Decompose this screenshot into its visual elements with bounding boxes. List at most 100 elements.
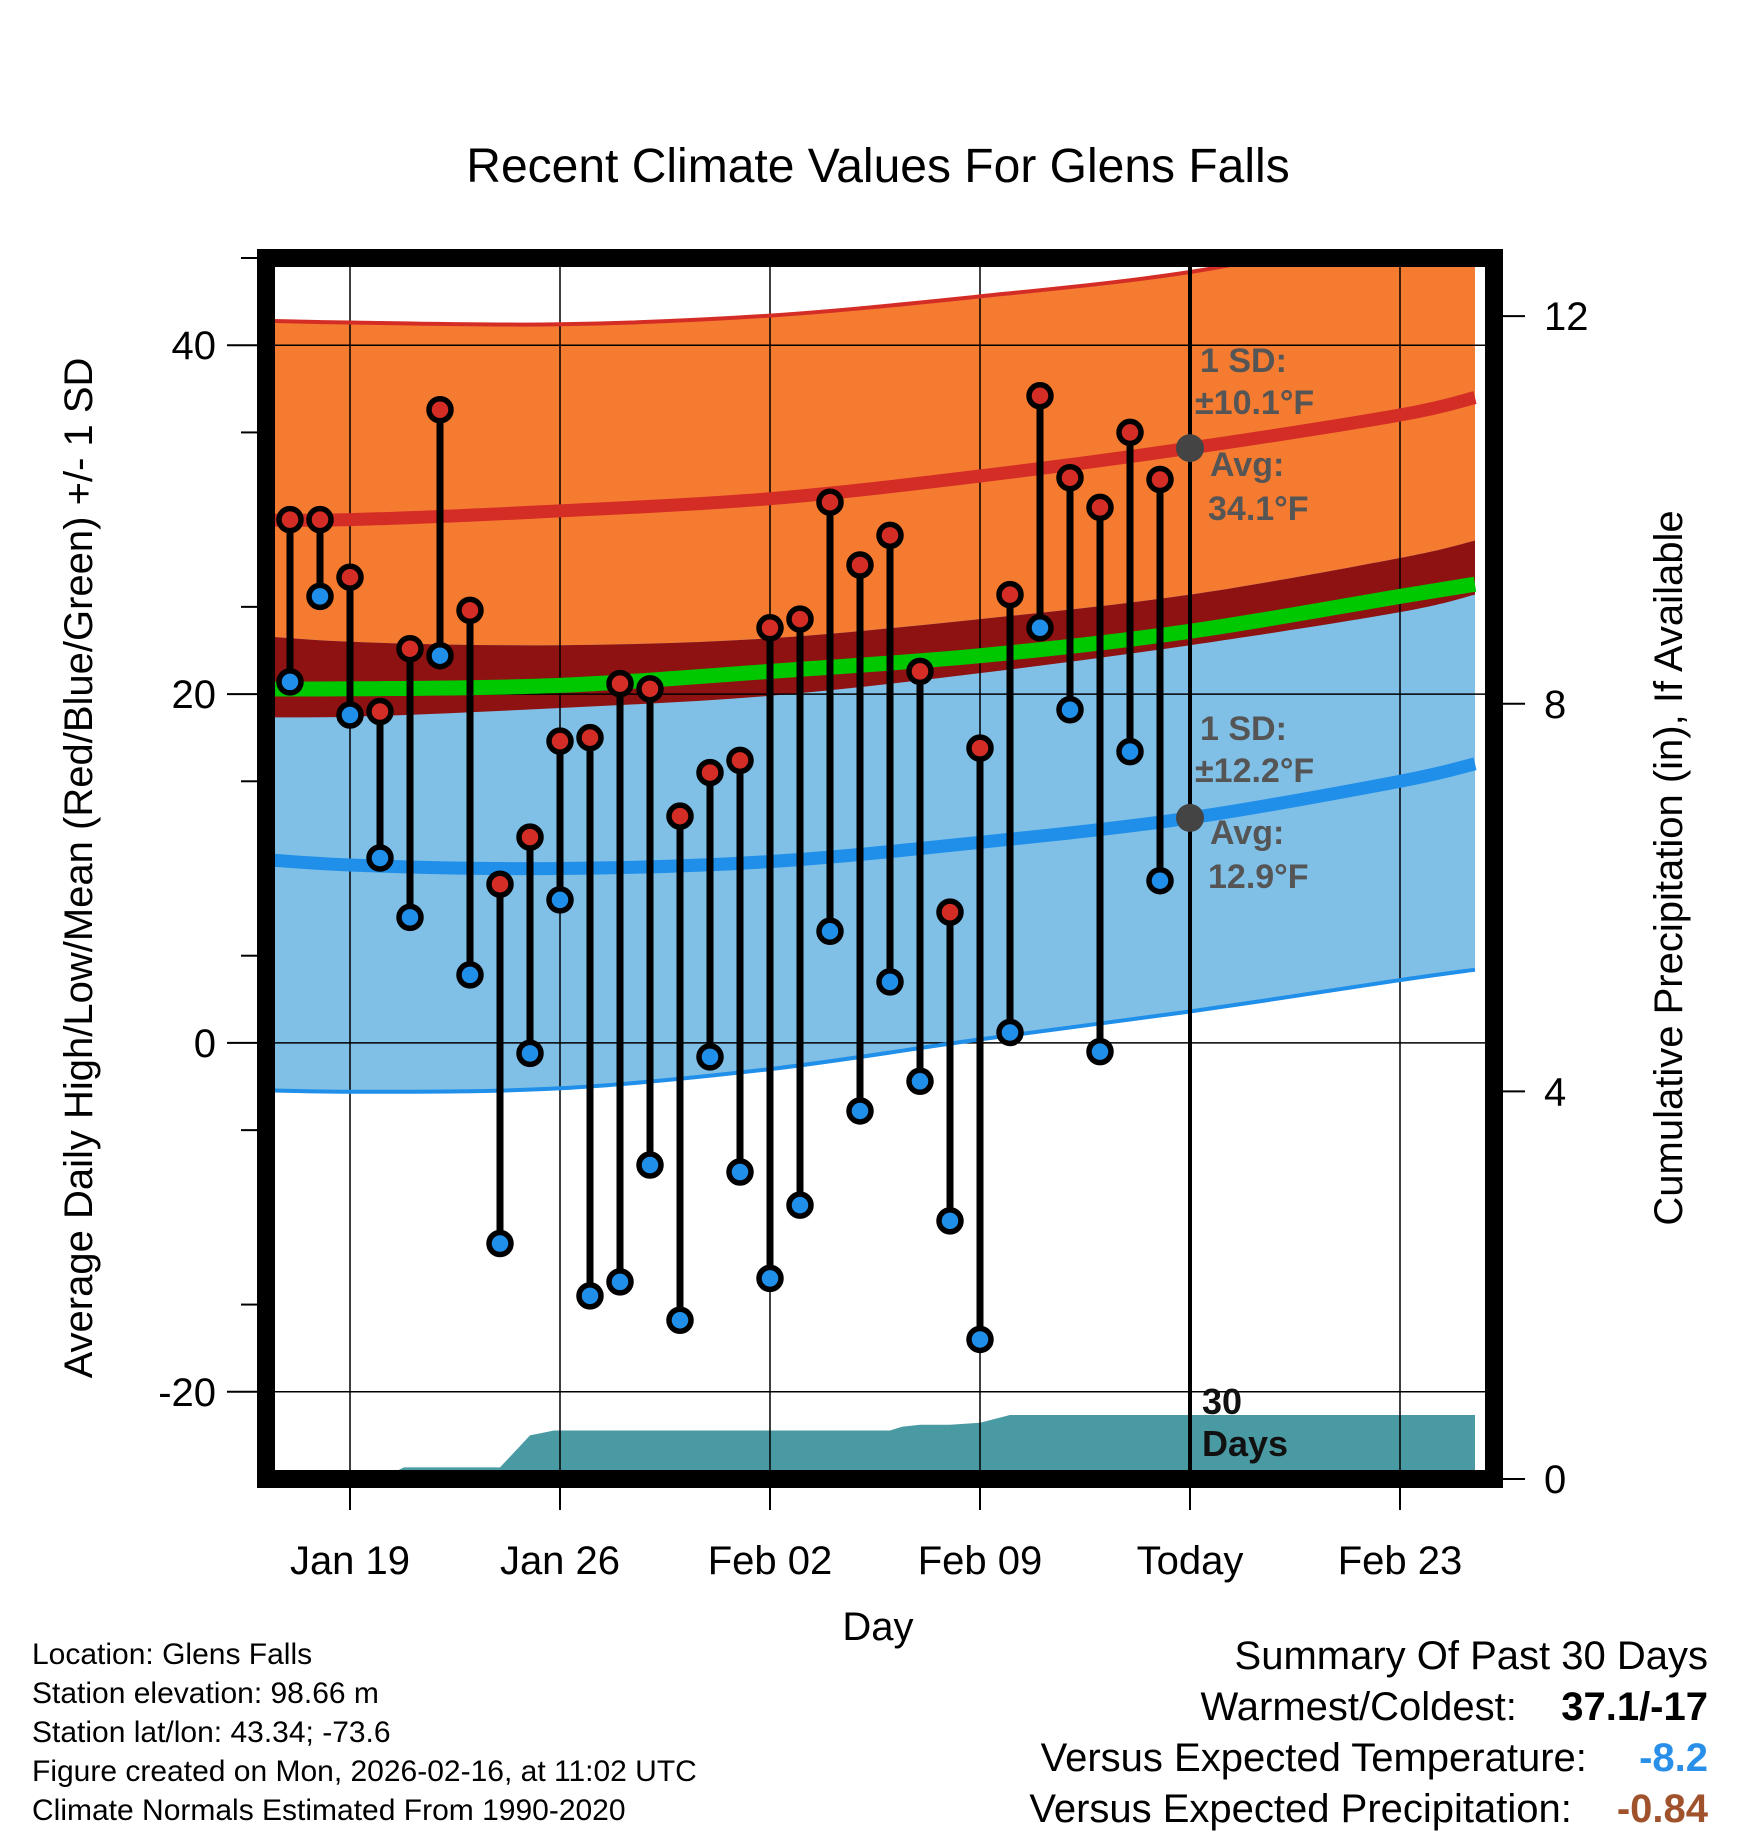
daily-low-point — [846, 1097, 874, 1125]
y-tick-label: 40 — [172, 324, 217, 368]
chart-title: Recent Climate Values For Glens Falls — [466, 140, 1289, 193]
daily-low-point — [816, 917, 844, 946]
daily-high-point — [846, 551, 874, 579]
daily-high-point — [486, 870, 514, 898]
high-avg-title: Avg: — [1210, 446, 1284, 484]
summary-precip-row: Versus Expected Precipitation: -0.84 — [1029, 1787, 1708, 1832]
summary-temp-row: Versus Expected Temperature: -8.2 — [1041, 1736, 1708, 1781]
y2-tick-label: 0 — [1544, 1458, 1566, 1502]
high-normal-line — [266, 391, 1477, 527]
daily-high-point — [786, 605, 814, 633]
daily-high-point — [276, 505, 304, 534]
daily-low-point — [426, 641, 454, 670]
low-sd-value: ±12.2°F — [1195, 752, 1314, 790]
daily-low-point — [576, 1282, 604, 1310]
low-avg-title: Avg: — [1210, 814, 1284, 852]
y-tick-label: 20 — [172, 673, 217, 717]
x-tick-label: Feb 02 — [708, 1539, 833, 1583]
daily-high-point — [966, 734, 994, 762]
summary-temp-value: -8.2 — [1639, 1736, 1708, 1780]
plot-frame — [257, 249, 1503, 1488]
daily-high-point — [636, 675, 664, 703]
precip-area — [266, 1415, 1475, 1479]
daily-low-point — [516, 1039, 544, 1068]
high-sd-value: ±10.1°F — [1195, 384, 1314, 422]
daily-low-point — [486, 1229, 514, 1258]
x-tick-label: Jan 19 — [290, 1539, 410, 1583]
daily-high-point — [726, 746, 754, 775]
daily-high-point — [546, 727, 574, 755]
daily-low-point — [696, 1043, 724, 1071]
daily-high-point — [1026, 382, 1054, 410]
daily-low-point — [756, 1264, 784, 1293]
days-window-label: 30 Days — [1202, 1381, 1288, 1464]
y-tick-label: -20 — [158, 1371, 216, 1415]
daily-low-point — [726, 1158, 754, 1186]
daily-low-point — [396, 903, 424, 932]
daily-low-point — [546, 886, 574, 914]
daily-low-point — [1116, 737, 1144, 766]
daily-high-point — [456, 596, 484, 625]
footer-created: Figure created on Mon, 2026-02-16, at 11… — [32, 1755, 697, 1788]
x-tick-label: Feb 23 — [1338, 1539, 1463, 1583]
summary-warmest-label: Warmest/Coldest: — [1200, 1685, 1517, 1729]
y-axis-label: Average Daily High/Low/Mean (Red/Blue/Gr… — [57, 358, 101, 1379]
summary-warmest-value: 37.1/-17 — [1561, 1685, 1708, 1729]
daily-low-point — [666, 1306, 694, 1335]
high-sd-title: 1 SD: — [1200, 342, 1287, 380]
daily-high-point — [1146, 465, 1174, 494]
today-low-avg-marker — [1176, 803, 1204, 832]
footer-latlon: Station lat/lon: 43.34; -73.6 — [32, 1716, 391, 1749]
low-sd-title: 1 SD: — [1200, 710, 1287, 748]
daily-low-point — [1026, 614, 1054, 642]
daily-low-point — [876, 968, 904, 996]
low-lower-sd-line — [266, 967, 1476, 1094]
daily-high-point — [306, 505, 334, 534]
daily-low-point — [966, 1325, 994, 1354]
today-high-avg-marker — [1176, 434, 1204, 463]
high-upper-sd-line — [266, 258, 1280, 327]
daily-low-point — [456, 961, 484, 989]
y-tick-label: 0 — [194, 1022, 216, 1066]
daily-high-point — [1086, 493, 1114, 522]
low-avg-value: 12.9°F — [1208, 858, 1309, 896]
high-avg-value: 34.1°F — [1208, 490, 1309, 528]
daily-high-point — [906, 657, 934, 686]
y2-tick-label: 4 — [1544, 1070, 1566, 1114]
mean-normal-line — [266, 576, 1477, 697]
daily-low-point — [306, 582, 334, 611]
daily-high-point — [366, 697, 394, 726]
footer-elevation: Station elevation: 98.66 m — [32, 1677, 379, 1710]
x-tick-label: Jan 26 — [500, 1539, 620, 1583]
daily-low-point — [276, 668, 304, 696]
summary-warmest-row: Warmest/Coldest: 37.1/-17 — [1201, 1685, 1709, 1730]
daily-high-point — [876, 521, 904, 550]
summary-precip-value: -0.84 — [1616, 1787, 1708, 1831]
daily-high-point — [666, 802, 694, 830]
footer-normals: Climate Normals Estimated From 1990-2020 — [32, 1794, 626, 1827]
summary-precip-label: Versus Expected Precipitation: — [1029, 1787, 1572, 1831]
x-tick-label: Feb 09 — [918, 1539, 1043, 1583]
y2-tick-label: 8 — [1544, 683, 1566, 727]
daily-low-point — [336, 701, 364, 729]
daily-high-point — [1056, 464, 1084, 492]
daily-high-point — [996, 580, 1024, 609]
daily-high-point — [1116, 418, 1144, 447]
sd-overlap-band — [266, 540, 1475, 718]
daily-low-point — [1146, 866, 1174, 895]
daily-high-point — [756, 614, 784, 642]
daily-high-point — [396, 634, 424, 663]
daily-high-point — [576, 723, 604, 752]
daily-low-point — [636, 1151, 664, 1179]
daily-high-point — [336, 563, 364, 591]
daily-low-point — [366, 844, 394, 872]
daily-low-point — [1056, 696, 1084, 724]
daily-high-point — [426, 396, 454, 424]
x-axis-label: Day — [842, 1605, 913, 1649]
daily-high-point — [606, 669, 634, 698]
daily-high-point — [816, 488, 844, 516]
x-tick-label: Today — [1137, 1539, 1244, 1583]
daily-low-point — [606, 1268, 634, 1296]
daily-high-point — [516, 823, 544, 851]
